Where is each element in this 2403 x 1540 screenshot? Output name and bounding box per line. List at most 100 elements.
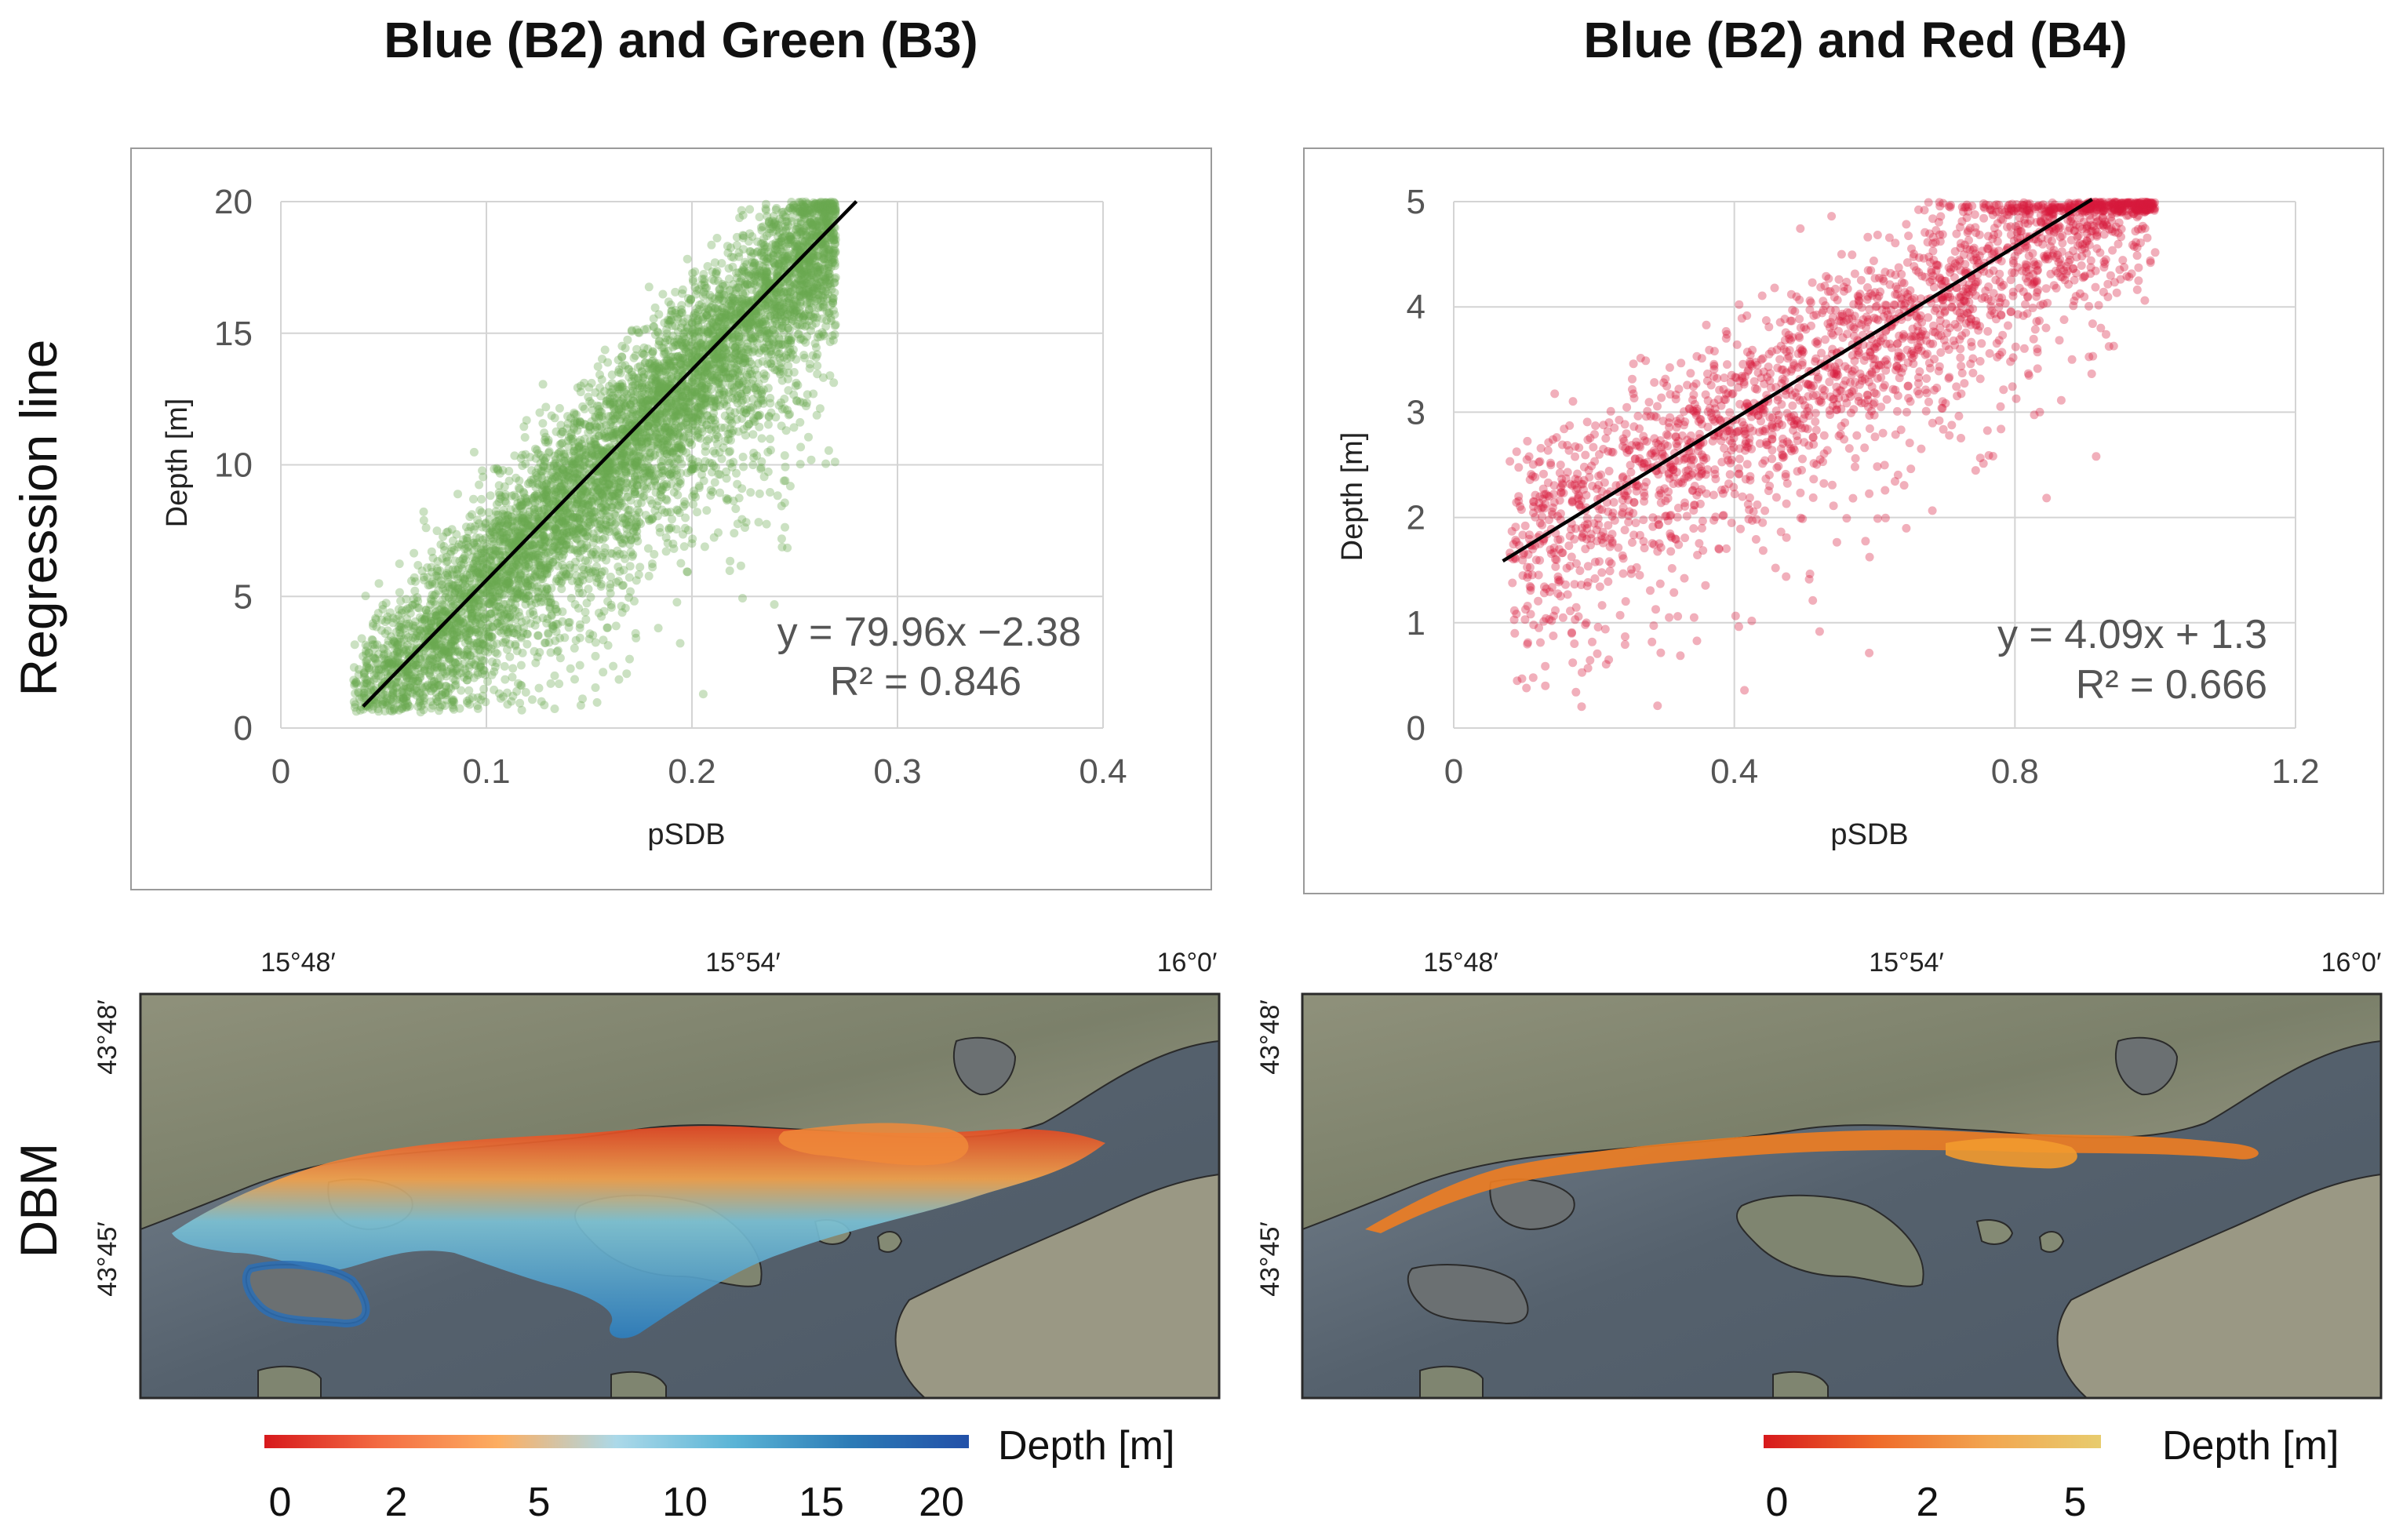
chart-left-point [570,418,579,428]
chart-left-point [821,459,831,468]
chart-left-point [456,631,465,639]
chart-left-point [672,525,681,534]
chart-left-point [664,297,673,307]
chart-left-point [733,479,742,489]
chart-left-point [780,395,789,403]
chart-left-point [448,646,457,656]
chart-left-point [475,480,484,490]
chart-left-point [541,402,551,412]
chart-left-point [435,680,445,690]
chart-left-point [712,352,721,361]
chart-left-point [472,608,482,617]
chart-left-point [490,667,499,676]
chart-left-point [645,469,654,479]
chart-left-point [644,515,654,524]
chart-left-point [762,519,771,529]
chart-left-point [702,506,712,515]
chart-left-point [596,520,606,530]
chart-left-point [643,344,653,354]
chart-left-point [600,433,610,442]
chart-left-point [501,675,510,684]
chart-left-point [810,297,820,306]
chart-left-point [644,387,654,396]
chart-left-point [739,359,748,367]
chart-left-point [374,579,384,588]
chart-left-point [673,334,683,344]
chart-left-point [592,482,601,492]
chart-left-point [662,355,672,364]
chart-left-point [388,688,398,697]
chart-left-point [581,448,591,457]
chart-left-point [617,602,626,611]
chart-left-point [546,648,555,657]
chart-left-point [538,419,548,428]
chart-left-point [575,588,584,598]
chart-left-point [488,640,497,650]
chart-left-point [587,549,596,559]
chart-left-point [748,430,758,439]
chart-left-point [744,322,753,332]
chart-left-point [617,411,627,420]
chart-left-point [523,479,533,489]
chart-left-point [793,380,803,390]
chart-left-point [660,428,669,437]
chart-left-point [550,413,559,423]
chart-left-point [468,693,477,702]
chart-left-point [709,533,719,542]
chart-left-point [828,233,838,242]
chart-left-point [477,494,486,504]
chart-left-point [531,658,541,668]
chart-left-point [708,373,716,382]
chart-left-point [521,459,530,468]
chart-left-point [780,498,789,508]
chart-left-point [622,669,632,679]
chart-left-point [665,431,675,441]
chart-left-point [444,650,453,660]
chart-left-point [629,463,639,472]
chart-left-point [758,357,767,366]
chart-left-point [584,459,594,468]
chart-left-point [566,664,575,673]
chart-left-point [694,373,703,381]
chart-left-point [789,423,799,432]
chart-left-point [746,488,755,497]
chart-left-point [669,544,679,553]
chart-left-point [424,621,434,630]
chart-left-point [587,399,596,408]
chart-left-point [793,274,803,282]
chart-left-point [608,411,617,420]
chart-left-point [683,254,692,264]
chart-left-point [534,592,544,602]
chart-left-point [462,615,471,624]
chart-left-point [658,434,668,443]
chart-left-point [687,352,697,362]
chart-left-point [458,618,468,628]
chart-left-point [526,521,535,530]
chart-left-point [633,505,643,515]
chart-left-point [565,617,574,627]
chart-left-point [406,635,416,645]
chart-left-point [591,683,600,692]
chart-left-point [759,369,769,378]
chart-left-point [732,365,741,374]
chart-left-point [691,493,701,502]
chart-left-point [530,621,540,630]
chart-left-point [605,521,613,530]
chart-left-point [647,499,657,508]
chart-left-point [616,369,625,378]
chart-left-point [798,231,807,240]
chart-left-point [722,401,731,410]
chart-left-point [427,704,436,713]
chart-left-point [813,265,822,275]
chart-left-point [566,508,575,518]
chart-left-point [546,679,555,688]
chart-left-point [550,704,559,713]
chart-left-point [644,571,654,581]
chart-left-point [530,595,540,604]
chart-left-point [825,337,835,347]
chart-left-point [683,293,693,303]
chart-left-point [452,530,461,539]
chart-left-point [416,672,425,682]
chart-left-point [584,584,593,594]
chart-left-point [663,538,672,548]
